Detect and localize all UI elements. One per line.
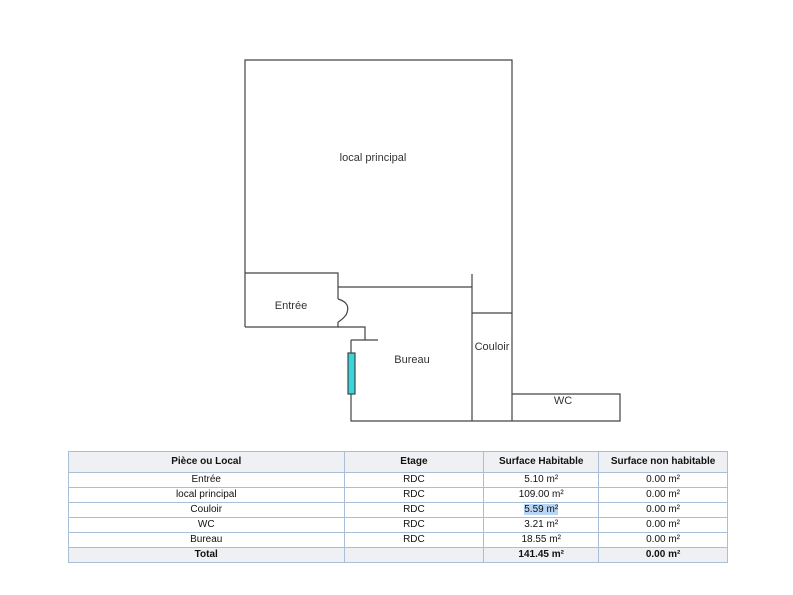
table-row: Entrée RDC 5.10 m² 0.00 m²: [68, 472, 728, 488]
wall-bureau: [338, 286, 512, 422]
cell: RDC: [343, 487, 485, 503]
room-label-bureau: Bureau: [394, 354, 430, 366]
room-label-entree: Entrée: [274, 300, 308, 312]
cell: Bureau: [68, 532, 345, 548]
table-row: local principal RDC 109.00 m² 0.00 m²: [68, 487, 728, 503]
cell: 0.00 m²: [598, 517, 728, 533]
cell: 0.00 m²: [598, 547, 728, 563]
cell: 3.21 m²: [483, 517, 600, 533]
table-row: WC RDC 3.21 m² 0.00 m²: [68, 517, 728, 533]
cell: RDC: [343, 502, 485, 518]
table-row: Couloir RDC 5.59 m² 0.00 m²: [68, 502, 728, 518]
wall-wc: [512, 393, 621, 422]
door-arc-icon: [337, 298, 349, 323]
floor-plan: [244, 59, 621, 422]
selected-text[interactable]: 5.59 m²: [524, 504, 559, 515]
header-piece: Pièce ou Local: [68, 451, 345, 473]
cell: 0.00 m²: [598, 472, 728, 488]
cell: 5.10 m²: [483, 472, 600, 488]
cell: 0.00 m²: [598, 502, 728, 518]
cell: RDC: [343, 532, 485, 548]
table-total-row: Total 141.45 m² 0.00 m²: [68, 547, 728, 563]
cell: Total: [68, 547, 345, 563]
wall-couloir: [471, 274, 512, 421]
cell: RDC: [343, 472, 485, 488]
header-etage: Etage: [343, 451, 485, 473]
cell: Couloir: [68, 502, 345, 518]
header-surface-non-habitable: Surface non habitable: [598, 451, 728, 473]
table-row: Bureau RDC 18.55 m² 0.00 m²: [68, 532, 728, 548]
room-label-couloir: Couloir: [474, 341, 510, 353]
wall-local-principal: [244, 59, 513, 421]
surface-table: Pièce ou Local Etage Surface Habitable S…: [68, 451, 728, 563]
window-icon: [347, 352, 356, 395]
room-label-wc: WC: [553, 395, 573, 407]
cell: [343, 547, 485, 563]
room-label-local-principal: local principal: [339, 152, 407, 164]
table-header: Pièce ou Local Etage Surface Habitable S…: [68, 451, 728, 473]
cell: 0.00 m²: [598, 532, 728, 548]
cell: local principal: [68, 487, 345, 503]
cell: 109.00 m²: [483, 487, 600, 503]
header-surface-habitable: Surface Habitable: [483, 451, 600, 473]
cell: RDC: [343, 517, 485, 533]
cell: 141.45 m²: [483, 547, 600, 563]
cell: WC: [68, 517, 345, 533]
cell: 18.55 m²: [483, 532, 600, 548]
cell: 0.00 m²: [598, 487, 728, 503]
cell: 5.59 m²: [483, 502, 600, 518]
cell: Entrée: [68, 472, 345, 488]
